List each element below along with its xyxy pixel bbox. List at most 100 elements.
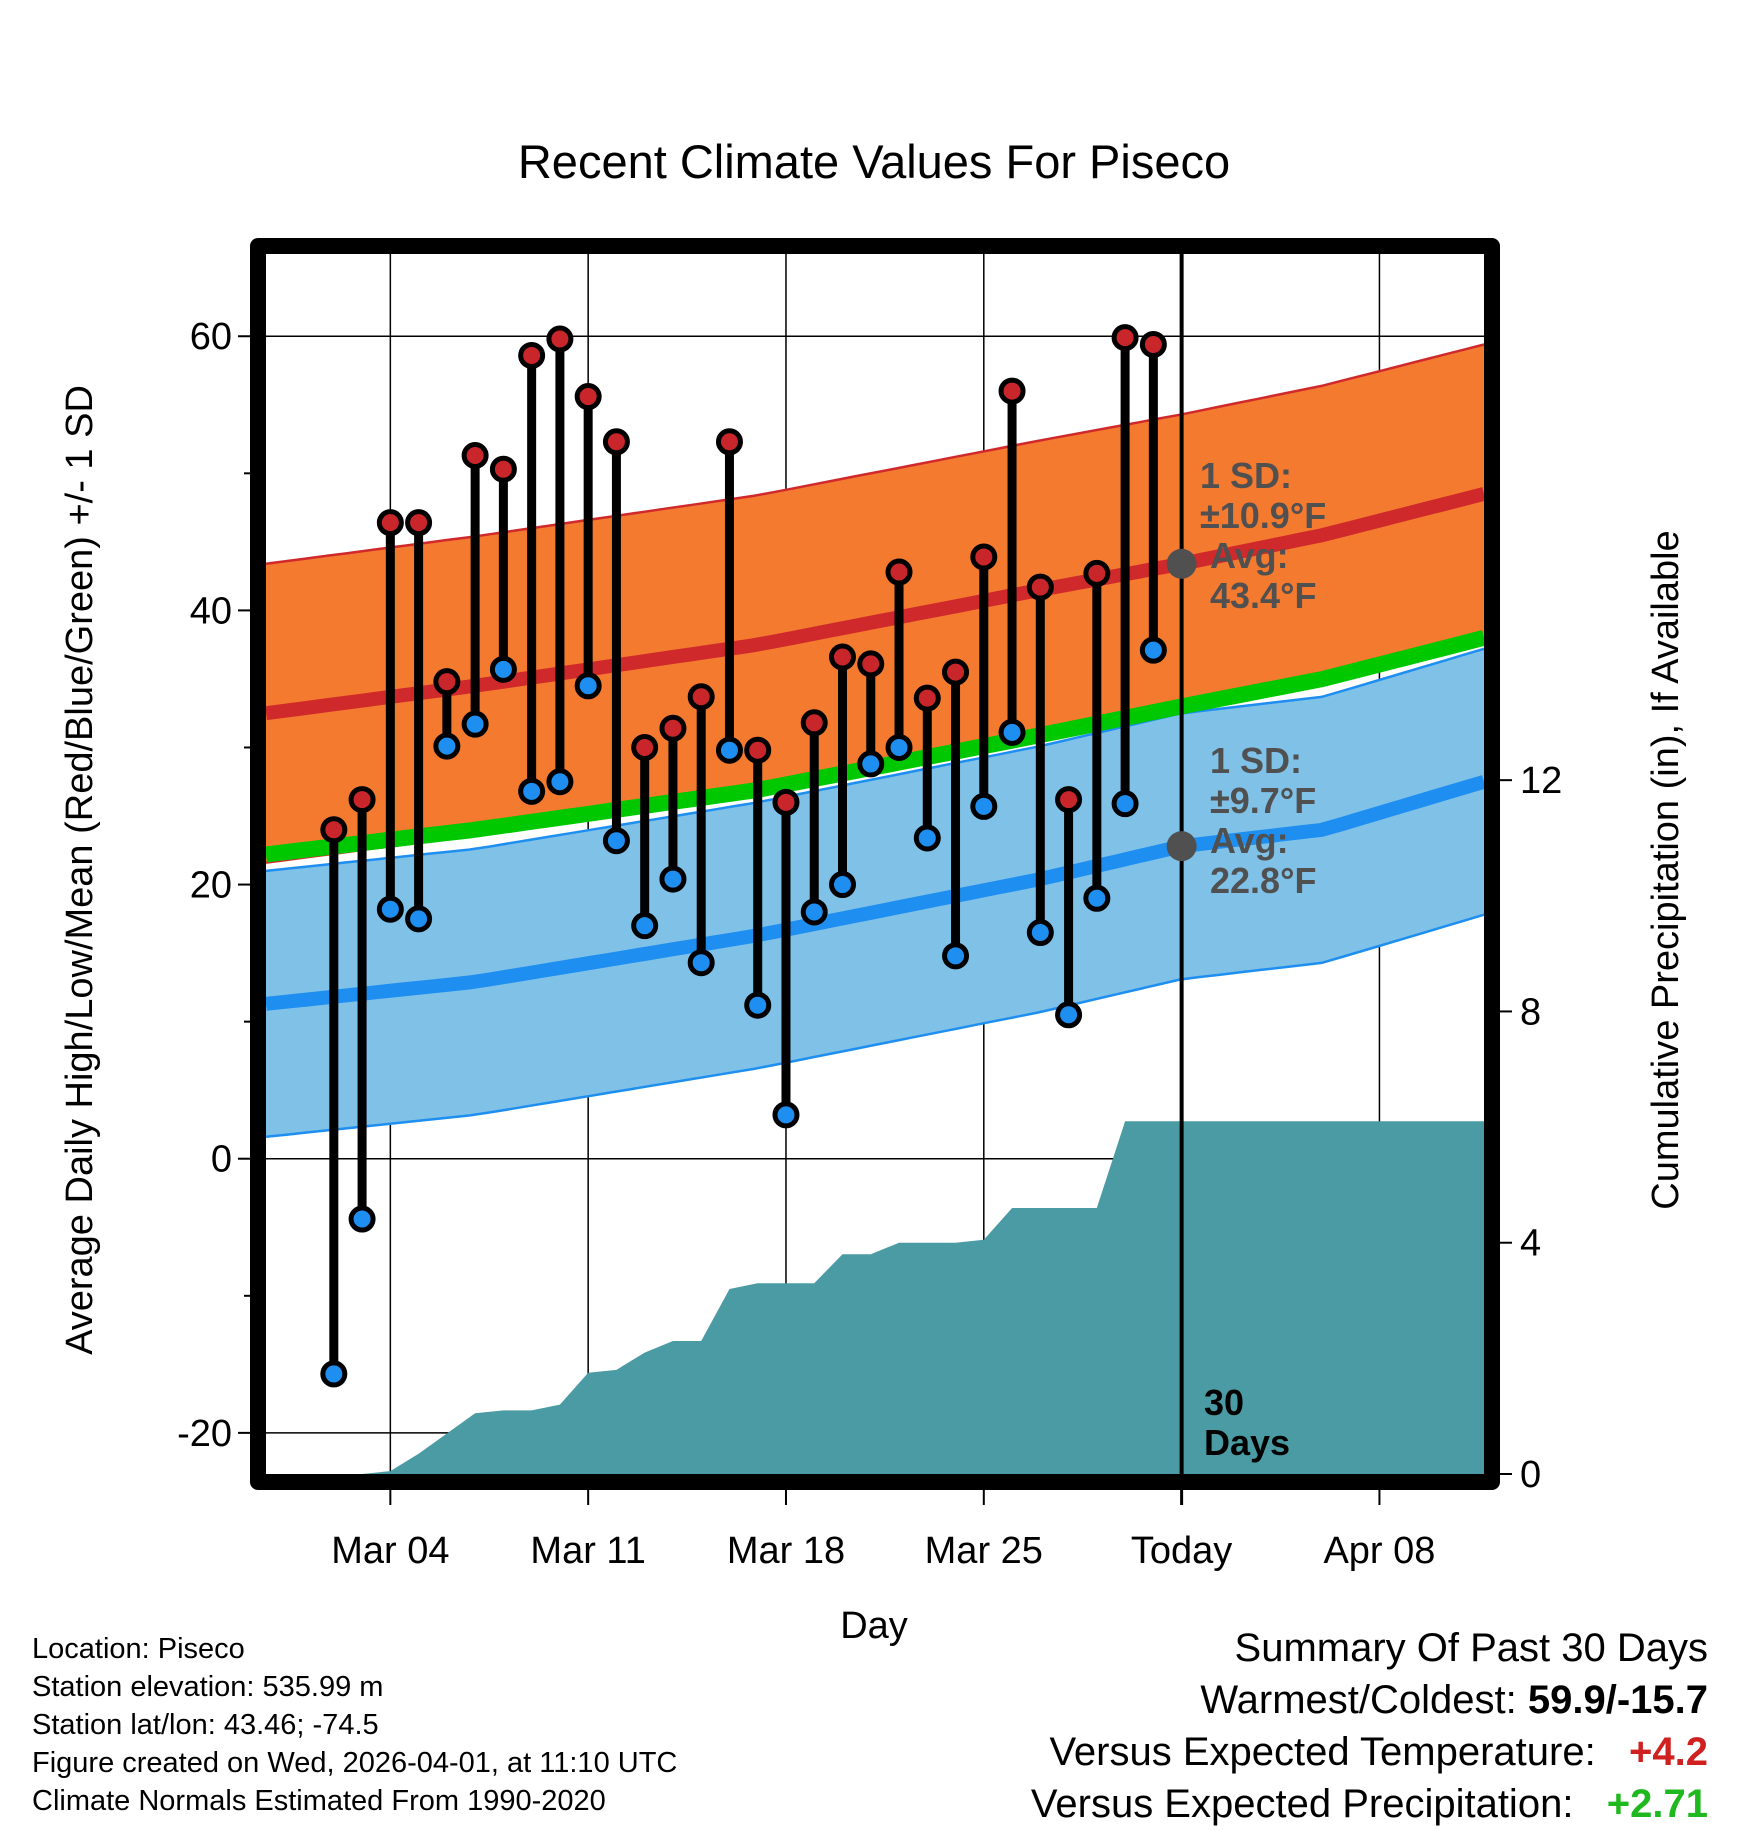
daily-low-point (744, 991, 772, 1019)
daily-high-point (631, 733, 659, 761)
daily-low-point (602, 827, 630, 855)
low-band-lower-edge (265, 913, 1485, 1139)
temp-label: Versus Expected Temperature: (1049, 1730, 1596, 1774)
daily-high-point (744, 736, 772, 764)
y-left-tick-label: 40 (190, 590, 232, 632)
summary-temp: Versus Expected Temperature: +4.2 (1031, 1726, 1708, 1778)
x-tick-label: Mar 04 (331, 1530, 449, 1572)
created-text: Figure created on Wed, 2026-04-01, at 11… (32, 1747, 678, 1779)
low-sd-label: 1 SD: (1210, 740, 1302, 781)
summary-precip: Versus Expected Precipitation: +2.71 (1031, 1778, 1708, 1830)
daily-low-point (1139, 636, 1167, 664)
daily-high-point (461, 442, 489, 470)
daily-high-point (376, 509, 404, 537)
x-tick-label: Apr 08 (1323, 1530, 1435, 1572)
daily-high-point (715, 428, 743, 456)
station-info: Location: Piseco Station elevation: 535.… (32, 1630, 677, 1820)
summary-warm-cold: Warmest/Coldest: 59.9/-15.7 (1031, 1674, 1708, 1726)
daily-high-point (1111, 324, 1139, 352)
precip-label: Versus Expected Precipitation: (1030, 1782, 1574, 1826)
daily-low-point (800, 898, 828, 926)
daily-low-point (489, 655, 517, 683)
daily-low-point (857, 750, 885, 778)
y-left-tick-label: 0 (211, 1139, 232, 1181)
low-avg-label: Avg: (1210, 820, 1289, 861)
y-left-tick-label: 20 (190, 865, 232, 907)
high-avg-label: Avg: (1210, 535, 1289, 576)
daily-low-point (433, 732, 461, 760)
high-avg-value: 43.4°F (1210, 575, 1316, 616)
daily-low-point (913, 824, 941, 852)
low-avg-dot (1166, 831, 1197, 862)
high-band-fill (266, 344, 1484, 863)
low-sd-value: ±9.7°F (1210, 780, 1316, 821)
daily-high-point (602, 428, 630, 456)
y-left-tick-label: 60 (190, 316, 232, 358)
daily-high-point (1026, 573, 1054, 601)
daily-high-point (1055, 786, 1083, 814)
low-stats-annotation: 1 SD: ±9.7°F Avg: 22.8°F (1210, 740, 1316, 901)
summary-title: Summary Of Past 30 Days (1234, 1626, 1708, 1670)
x-tick-label: Today (1131, 1530, 1232, 1572)
low-sd-band (265, 647, 1485, 1139)
daily-high-point (913, 684, 941, 712)
daily-points (320, 324, 1167, 1388)
daily-high-point (489, 455, 517, 483)
temp-value: +4.2 (1629, 1730, 1708, 1774)
normals-text: Climate Normals Estimated From 1990-2020 (32, 1785, 606, 1817)
precipitation-area (362, 1121, 1485, 1474)
daily-low-point (1083, 884, 1111, 912)
daily-low-point (715, 736, 743, 764)
daily-low-point (546, 768, 574, 796)
daily-high-point (1083, 559, 1111, 587)
x-tick-label: Mar 11 (530, 1530, 645, 1572)
high-band-upper-edge (265, 343, 1485, 566)
plot-area (265, 254, 1486, 1474)
daily-low-point (1026, 919, 1054, 947)
chart-title: Recent Climate Values For Piseco (518, 135, 1230, 188)
daily-low-point (461, 710, 489, 738)
days-count: 30 (1204, 1382, 1244, 1423)
average-dots (1166, 548, 1197, 862)
daily-high-point (659, 714, 687, 742)
x-tick-label: Mar 25 (925, 1530, 1043, 1572)
daily-high-point (885, 558, 913, 586)
x-axis-label: Day (840, 1605, 908, 1647)
low-band-upper-edge (265, 647, 1485, 873)
daily-low-point (1111, 790, 1139, 818)
plot-frame (250, 238, 1500, 1490)
daily-high-point (1139, 330, 1167, 358)
elevation-text: Station elevation: 535.99 m (32, 1671, 384, 1703)
warm-cold-value: 59.9/-15.7 (1527, 1678, 1708, 1722)
y-right-tick-label: 8 (1520, 991, 1541, 1033)
daily-high-point (970, 543, 998, 571)
daily-low-point (574, 672, 602, 700)
high-sd-label: 1 SD: (1200, 455, 1292, 496)
y-right-tick-label: 4 (1520, 1223, 1541, 1265)
daily-high-point (687, 683, 715, 711)
days-word: Days (1204, 1422, 1290, 1463)
days-annotation: 30 Days (1204, 1382, 1290, 1463)
daily-low-point (405, 905, 433, 933)
location-text: Location: Piseco (32, 1633, 245, 1665)
daily-range-bars (329, 337, 1158, 1374)
daily-high-point (405, 509, 433, 537)
high-sd-value: ±10.9°F (1200, 495, 1326, 536)
precip-value: +2.71 (1606, 1782, 1708, 1826)
daily-high-point (998, 377, 1026, 405)
daily-low-point (1055, 1001, 1083, 1029)
frame-border (250, 238, 1500, 1490)
daily-high-point (433, 668, 461, 696)
daily-low-point (772, 1101, 800, 1129)
summary-panel: Summary Of Past 30 Days Warmest/Coldest:… (1031, 1622, 1708, 1830)
high-normal-line (265, 487, 1486, 721)
daily-low-point (942, 942, 970, 970)
daily-low-point (970, 792, 998, 820)
y-axis-label-right: Cumulative Precipitation (in), If Availa… (1645, 530, 1687, 1209)
daily-low-point (631, 912, 659, 940)
daily-high-point (518, 341, 546, 369)
daily-low-point (885, 733, 913, 761)
daily-high-point (574, 383, 602, 411)
y-right-tick-label: 12 (1520, 760, 1562, 802)
axes: Mar 04 Mar 11 Mar 18 Mar 25 Today Apr 08 -20 0 2… (177, 316, 1562, 1572)
